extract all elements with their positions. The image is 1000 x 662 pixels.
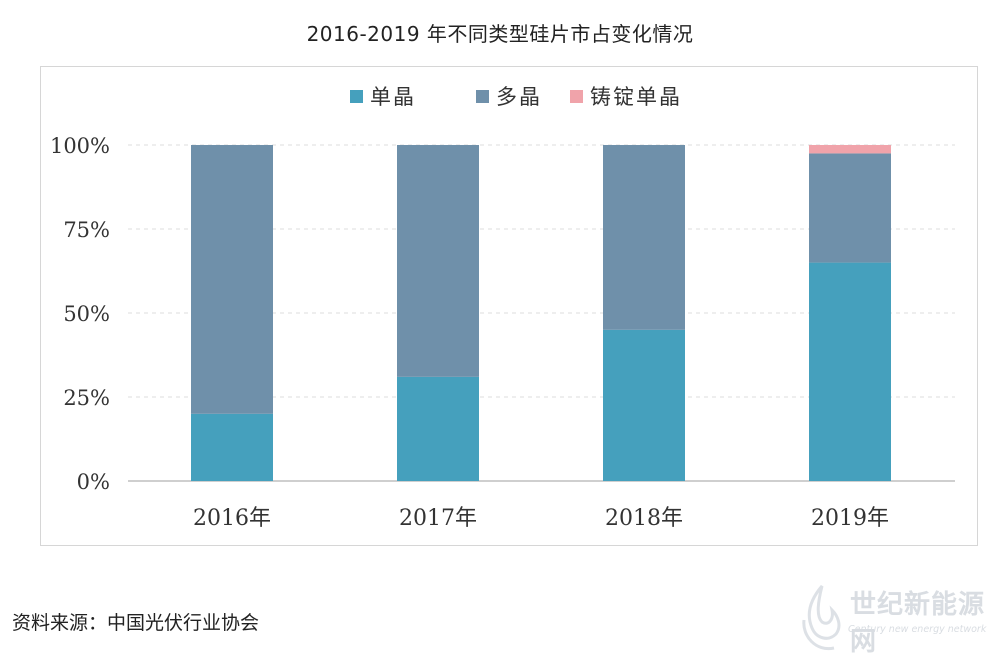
- y-tick-label: 25%: [63, 386, 110, 410]
- bar-segment-2: [809, 145, 891, 154]
- legend-swatch: [476, 90, 489, 103]
- y-tick-label: 50%: [63, 302, 110, 326]
- bar-segment-0: [397, 376, 479, 481]
- legend-label: 多晶: [496, 85, 542, 109]
- x-tick-label: 2017年: [399, 506, 477, 531]
- bar-segment-0: [603, 329, 685, 481]
- bar-segment-1: [397, 145, 479, 377]
- y-tick-label: 75%: [63, 218, 110, 242]
- bar-segment-1: [603, 145, 685, 330]
- watermark: 世纪新能源网 Century new energy network: [792, 580, 997, 658]
- flame-logo-icon: [802, 585, 841, 651]
- x-tick-label: 2019年: [811, 506, 889, 531]
- legend-label: 单晶: [370, 85, 416, 109]
- x-tick-label: 2016年: [193, 506, 271, 531]
- watermark-subtitle: Century new energy network: [848, 624, 987, 635]
- legend-label: 铸锭单晶: [590, 85, 682, 109]
- legend-swatch: [570, 90, 583, 103]
- watermark-name: 世纪新能源网: [850, 590, 986, 657]
- legend-swatch: [350, 90, 363, 103]
- bar-segment-1: [809, 153, 891, 263]
- x-tick-label: 2018年: [605, 506, 683, 531]
- chart-title: 2016-2019 年不同类型硅片市占变化情况: [306, 22, 694, 46]
- bar-segment-0: [809, 262, 891, 481]
- source-note: 资料来源：中国光伏行业协会: [12, 612, 260, 634]
- y-tick-label: 0%: [77, 470, 110, 494]
- bar-segment-0: [191, 413, 273, 481]
- y-tick-label: 100%: [50, 134, 110, 158]
- bar-segment-1: [191, 145, 273, 414]
